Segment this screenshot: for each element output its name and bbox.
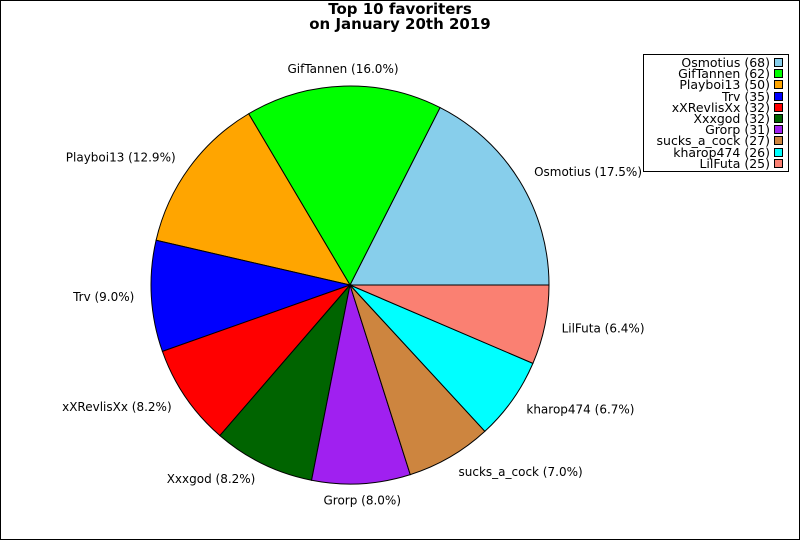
- pie-label-sucks-a-cock: sucks_a_cock (7.0%): [459, 465, 583, 479]
- legend-item: Playboi13 (50): [644, 77, 788, 93]
- legend-swatch: [774, 147, 783, 157]
- legend-swatch: [774, 125, 783, 135]
- legend-label: Playboi13 (50): [679, 77, 770, 93]
- pie-slice-xxrevlisxx: [161, 283, 352, 437]
- pie-slice-grorp: [310, 284, 411, 485]
- legend-label: Osmotius (68): [681, 55, 770, 70]
- pie-slices: [150, 85, 550, 485]
- chart-legend: Osmotius (68) GifTannen (62) Playboi13 (50…: [643, 54, 789, 172]
- pie-slice-trv: [150, 239, 352, 353]
- legend-item: kharop474 (26): [644, 144, 788, 160]
- chart-subtitle: on January 20th 2019: [309, 15, 491, 33]
- pie-slice-lilfuta: [349, 284, 550, 365]
- legend-label: xXRevlisXx (32): [671, 99, 770, 115]
- pie-label-lilfuta: LilFuta (6.4%): [562, 321, 645, 335]
- pie-label-xxxgod: Xxxgod (8.2%): [167, 472, 256, 486]
- legend-swatch: [774, 80, 783, 90]
- legend-item: LilFuta (25): [644, 155, 788, 171]
- legend-label: GifTannen (62): [678, 66, 770, 82]
- pie-slice-xxxgod: [219, 283, 351, 481]
- pie-labels: Osmotius (17.5%) GifTannen (16.0%) Playboi…: [62, 62, 644, 508]
- legend-swatch: [774, 58, 783, 67]
- pie-slice-playboi13: [155, 113, 352, 286]
- pie-slice-giftannen: [247, 85, 441, 287]
- legend-label: Trv (35): [722, 88, 770, 104]
- legend-item: Grorp (31): [644, 122, 788, 138]
- legend-item: xXRevlisXx (32): [644, 99, 788, 115]
- pie-label-playboi13: Playboi13 (12.9%): [66, 150, 176, 164]
- pie-label-giftannen: GifTannen (16.0%): [287, 62, 398, 76]
- legend-swatch: [774, 91, 783, 101]
- legend-swatch: [774, 158, 783, 168]
- legend-swatch: [774, 136, 783, 146]
- legend-item: Osmotius (68): [644, 55, 788, 70]
- chart-title-block: Top 10 favoriters on January 20th 2019: [0, 2, 800, 32]
- pie-label-trv: Trv (9.0%): [72, 290, 134, 304]
- pie-slice-osmotius: [349, 106, 550, 286]
- pie-label-grorp: Grorp (8.0%): [323, 494, 401, 508]
- legend-item: sucks_a_cock (27): [644, 133, 788, 149]
- legend-label: Grorp (31): [705, 122, 770, 138]
- legend-item: GifTannen (62): [644, 66, 788, 82]
- legend-swatch: [774, 102, 783, 112]
- legend-label: LilFuta (25): [699, 155, 770, 171]
- legend-swatch: [774, 113, 783, 123]
- legend-swatch: [774, 69, 783, 79]
- legend-label: sucks_a_cock (27): [656, 133, 770, 149]
- pie-label-osmotius: Osmotius (17.5%): [534, 165, 642, 179]
- chart-title: Top 10 favoriters: [328, 0, 472, 18]
- legend-label: Xxxgod (32): [693, 110, 770, 126]
- pie-label-xxrevlisxx: xXRevlisXx (8.2%): [62, 400, 172, 414]
- legend-item: Trv (35): [644, 88, 788, 104]
- legend-label: kharop474 (26): [673, 144, 770, 160]
- legend-item: Xxxgod (32): [644, 110, 788, 126]
- pie-label-kharop474: kharop474 (6.7%): [526, 403, 634, 417]
